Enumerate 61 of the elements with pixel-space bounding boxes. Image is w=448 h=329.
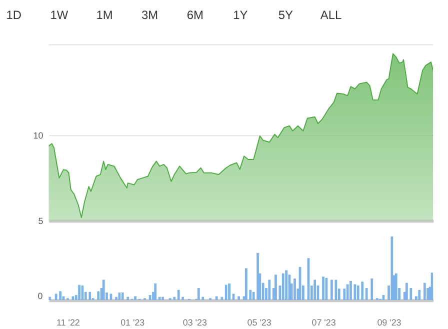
- y-tick-label: 10: [33, 130, 44, 141]
- text: 5Y: [278, 8, 294, 22]
- x-tick-label: 05 '23: [247, 317, 272, 328]
- bar: [220, 296, 224, 300]
- bar: [154, 284, 157, 300]
- text: 1W: [50, 8, 69, 22]
- x-tick-label: 07 '23: [312, 317, 336, 328]
- bar: [162, 296, 164, 300]
- bar: [334, 280, 338, 300]
- text: 1Y: [233, 8, 248, 22]
- bar: [88, 292, 92, 300]
- text: 0: [38, 291, 43, 302]
- bar: [59, 291, 62, 300]
- x-tick-label: 11 '22: [56, 317, 80, 328]
- text: 1D: [6, 8, 22, 22]
- bar: [78, 284, 80, 300]
- bar: [173, 296, 176, 300]
- bar: [294, 278, 296, 300]
- bar: [228, 284, 230, 300]
- bar: [390, 236, 394, 300]
- bar: [418, 290, 421, 300]
- bar: [322, 276, 324, 300]
- bar: [148, 295, 152, 300]
- y-tick-label: 5: [38, 216, 44, 226]
- bar: [282, 273, 284, 300]
- text: 6M: [186, 8, 204, 22]
- bar: [118, 292, 121, 300]
- text: 1M: [96, 8, 113, 22]
- bar: [365, 288, 368, 300]
- bar: [134, 296, 136, 300]
- bar: [406, 282, 408, 300]
- bar: [121, 292, 124, 300]
- bar: [54, 294, 58, 300]
- bar: [177, 290, 180, 300]
- bar: [356, 285, 360, 300]
- bar: [197, 288, 200, 300]
- bar: [256, 253, 259, 300]
- bar: [126, 296, 130, 300]
- bar: [330, 280, 333, 300]
- bar: [224, 284, 228, 300]
- bar: [158, 296, 161, 300]
- bar: [215, 296, 218, 300]
- bar: [244, 268, 248, 300]
- x-tick-label: 01 '23: [120, 317, 145, 328]
- bar: [268, 280, 271, 300]
- bar: [350, 281, 352, 300]
- bar: [325, 278, 328, 300]
- bar: [314, 280, 316, 300]
- bar: [238, 296, 240, 300]
- bar: [97, 291, 100, 300]
- text: 3M: [142, 8, 158, 22]
- bar: [361, 282, 364, 300]
- bar: [423, 282, 426, 300]
- bar: [370, 278, 374, 300]
- bar: [115, 296, 118, 300]
- text: ALL: [320, 8, 342, 22]
- bar: [285, 270, 288, 300]
- bar: [102, 280, 105, 300]
- x-tick-label: 03 '23: [182, 317, 207, 328]
- bar: [274, 274, 277, 300]
- x-tick-label: 09 '23: [377, 317, 402, 328]
